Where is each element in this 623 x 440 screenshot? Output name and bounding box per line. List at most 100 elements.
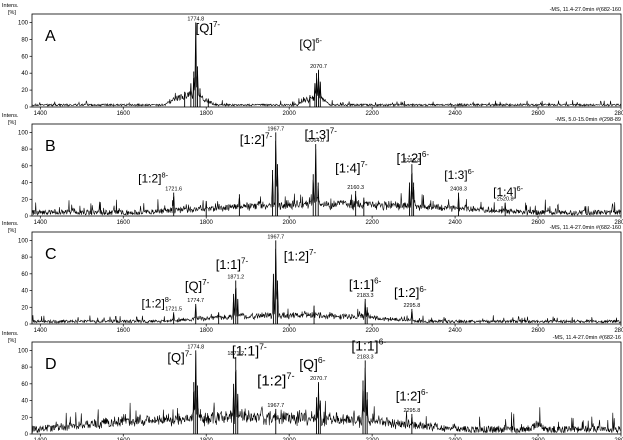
peak-mz-label: 1967.7 bbox=[267, 126, 284, 132]
ion-charge: 7- bbox=[202, 278, 209, 287]
x-tick-label: 1400 bbox=[34, 438, 48, 440]
x-tick-label: 1400 bbox=[34, 111, 48, 117]
y-tick-label: 20 bbox=[21, 197, 28, 203]
ion-label: [1:2]7- bbox=[240, 132, 273, 147]
peak-mz-label: 2520.8 bbox=[497, 197, 514, 203]
peak-mz-label: 1774.8 bbox=[187, 16, 204, 22]
panel-label: B bbox=[45, 138, 56, 155]
peak-mz-label: 2183.3 bbox=[357, 293, 374, 299]
ion-label: [1:3]6- bbox=[444, 167, 474, 182]
panel-label: C bbox=[45, 246, 57, 263]
y-tick-label: 20 bbox=[21, 415, 28, 421]
ion-label: [1:2]6- bbox=[396, 388, 429, 403]
scan-header: -MS, 11.4-27.0min #(682-160 bbox=[550, 225, 621, 231]
ion-charge: 7- bbox=[241, 256, 248, 265]
ion-charge: 7- bbox=[286, 371, 294, 381]
ion-label: [1:2]7- bbox=[284, 248, 317, 263]
peak-mz-label: 1721.6 bbox=[165, 187, 182, 193]
ion-charge: 7- bbox=[330, 127, 337, 136]
y-tick-label: 0 bbox=[25, 105, 29, 111]
peak-mz-label: 2295.8 bbox=[403, 408, 420, 414]
y-tick-label: 100 bbox=[18, 348, 29, 354]
ion-charge: 6- bbox=[468, 167, 475, 176]
plot-frame bbox=[31, 13, 622, 108]
peak-mz-label: 2064.0 bbox=[307, 138, 324, 144]
y-tick-label: 80 bbox=[21, 147, 28, 153]
x-tick-label: 1800 bbox=[200, 328, 214, 334]
ion-charge: 6- bbox=[421, 388, 428, 397]
y-tick-label: 80 bbox=[21, 255, 28, 261]
spectrum-panel-b: Intens.[%] -MS, 5.0-15.0min #(298-8902040… bbox=[2, 113, 623, 226]
ion-label: [1:1]6- bbox=[351, 336, 386, 353]
plot-frame bbox=[31, 123, 622, 217]
y-tick-label: 100 bbox=[18, 130, 29, 136]
y-tick-label: 60 bbox=[21, 164, 28, 170]
ion-label: [1:1]7- bbox=[232, 342, 267, 359]
ion-charge: 6- bbox=[517, 184, 524, 193]
ion-charge: 7- bbox=[185, 350, 192, 359]
panel-label: D bbox=[45, 356, 57, 373]
ion-label: [Q]6- bbox=[299, 355, 325, 372]
x-tick-label: 2800 bbox=[614, 111, 623, 117]
ion-label: [Q]7- bbox=[185, 278, 210, 293]
ion-charge: 7- bbox=[213, 20, 220, 29]
y-tick-label: 0 bbox=[25, 214, 29, 220]
y-axis-title: Intens. bbox=[2, 3, 19, 9]
y-axis-title: Intens. bbox=[2, 331, 19, 337]
x-tick-label: 2600 bbox=[531, 220, 545, 226]
x-tick-label: 2200 bbox=[365, 111, 379, 117]
x-tick-label: 1600 bbox=[117, 438, 131, 440]
scan-header: -MS, 11.4-27.0min #(682-160 bbox=[550, 7, 621, 13]
y-tick-label: 20 bbox=[21, 88, 28, 94]
x-tick-label: 2400 bbox=[448, 220, 462, 226]
spectrum-trace bbox=[31, 353, 621, 434]
x-tick-label: 1400 bbox=[34, 328, 48, 334]
panel-label: A bbox=[45, 28, 56, 45]
peak-mz-label: 2070.7 bbox=[310, 376, 327, 382]
ion-charge: 6- bbox=[318, 355, 326, 365]
y-tick-label: 60 bbox=[21, 272, 28, 278]
y-tick-label: 40 bbox=[21, 289, 28, 295]
ion-label: [1:2]8- bbox=[138, 171, 168, 186]
spectrum-trace bbox=[31, 25, 621, 108]
spectrum-trace bbox=[31, 248, 621, 325]
x-tick-label: 1800 bbox=[200, 438, 214, 440]
x-tick-label: 2800 bbox=[614, 438, 623, 440]
x-tick-label: 1800 bbox=[200, 111, 214, 117]
x-tick-label: 2800 bbox=[614, 328, 623, 334]
y-axis-title: Intens. bbox=[2, 113, 19, 119]
x-tick-label: 1800 bbox=[200, 220, 214, 226]
ion-charge: 7- bbox=[259, 342, 267, 352]
ion-label: [1:2]7- bbox=[257, 371, 294, 389]
x-tick-label: 2000 bbox=[282, 438, 296, 440]
spectrum-panel-a: Intens.[%] -MS, 11.4-27.0min #(682-160020… bbox=[2, 3, 623, 117]
x-tick-label: 2200 bbox=[365, 220, 379, 226]
x-tick-label: 2800 bbox=[614, 220, 623, 226]
x-tick-label: 2200 bbox=[365, 328, 379, 334]
peak-mz-label: 2160.3 bbox=[347, 185, 364, 191]
scan-header: -MS, 5.0-15.0min #(298-89 bbox=[555, 117, 621, 123]
ion-label: [1:2]6- bbox=[397, 150, 430, 165]
y-tick-label: 60 bbox=[21, 382, 28, 388]
x-tick-label: 2600 bbox=[531, 438, 545, 440]
y-tick-label: 40 bbox=[21, 399, 28, 405]
ion-label: [Q]7- bbox=[167, 350, 192, 365]
plot-frame bbox=[31, 231, 622, 325]
spectrum-panel-c: Intens.[%] -MS, 11.4-27.0min #(682-160020… bbox=[2, 221, 623, 334]
x-tick-label: 1600 bbox=[117, 220, 131, 226]
y-tick-label: 60 bbox=[21, 54, 28, 60]
y-tick-label: 0 bbox=[25, 322, 29, 328]
ion-label: [Q]7- bbox=[196, 20, 221, 35]
y-tick-label: 0 bbox=[25, 432, 29, 438]
ion-label: [1:2]6- bbox=[394, 285, 427, 300]
ion-label: [1:3]7- bbox=[304, 127, 337, 142]
x-tick-label: 2000 bbox=[282, 220, 296, 226]
x-tick-label: 2400 bbox=[448, 438, 462, 440]
y-tick-label: 20 bbox=[21, 305, 28, 311]
y-tick-label: 100 bbox=[18, 238, 29, 244]
peak-mz-label: 1967.7 bbox=[267, 403, 284, 409]
x-tick-label: 2400 bbox=[448, 328, 462, 334]
ion-charge: 7- bbox=[309, 248, 316, 257]
peak-mz-label: 2183.3 bbox=[357, 354, 374, 360]
y-axis-unit: [%] bbox=[8, 120, 16, 126]
